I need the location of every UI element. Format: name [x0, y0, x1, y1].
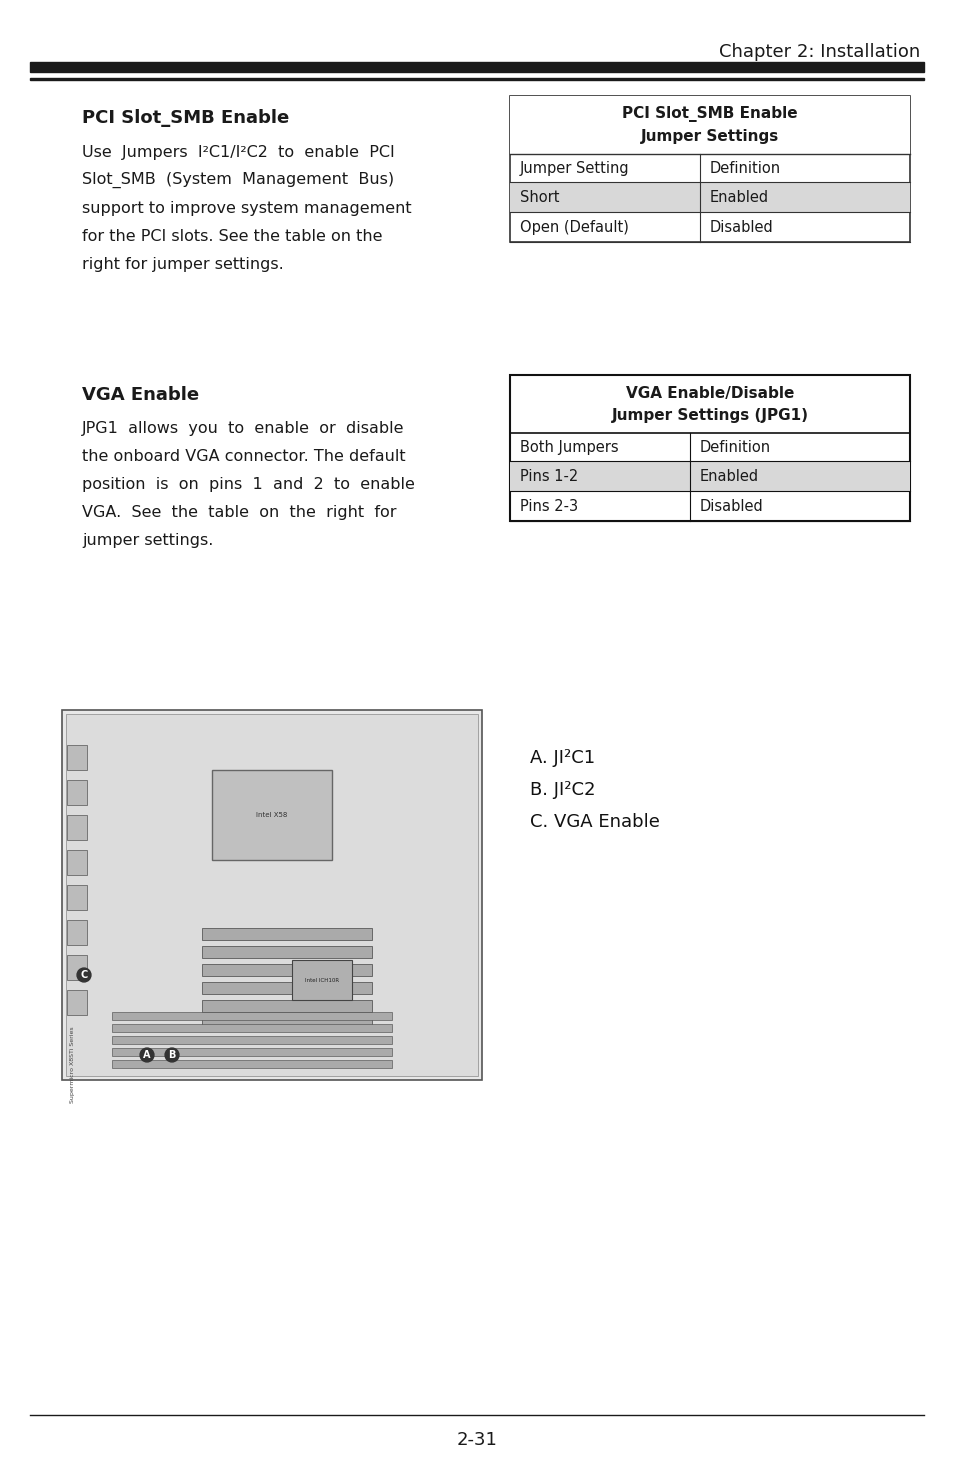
Text: 2-31: 2-31 [456, 1430, 497, 1449]
Bar [112, 1048, 392, 1056]
Bar [202, 927, 372, 940]
Text: Use  Jumpers  I²C1/I²C2  to  enable  PCI: Use Jumpers I²C1/I²C2 to enable PCI [82, 144, 395, 159]
Text: Enabled: Enabled [709, 190, 768, 204]
Text: PCI Slot_SMB Enable: PCI Slot_SMB Enable [621, 106, 797, 122]
Text: Short: Short [519, 190, 558, 204]
Text: position  is  on  pins  1  and  2  to  enable: position is on pins 1 and 2 to enable [82, 477, 415, 491]
Text: Intel X58: Intel X58 [256, 812, 288, 818]
Text: Disabled: Disabled [709, 220, 773, 235]
Text: JPG1  allows  you  to  enable  or  disable: JPG1 allows you to enable or disable [82, 420, 404, 436]
Text: Jumper Settings (JPG1): Jumper Settings (JPG1) [611, 407, 807, 423]
Bar [67, 920, 87, 945]
Text: the onboard VGA connector. The default: the onboard VGA connector. The default [82, 449, 405, 464]
Bar [292, 959, 352, 1000]
Text: Open (Default): Open (Default) [519, 220, 628, 235]
Text: A. JI²C1: A. JI²C1 [530, 749, 595, 767]
Text: C. VGA Enable: C. VGA Enable [530, 814, 659, 831]
Bar [67, 850, 87, 875]
Bar [202, 1018, 372, 1029]
Text: VGA Enable: VGA Enable [82, 386, 199, 404]
Bar [30, 63, 923, 71]
Bar [202, 1000, 372, 1012]
Bar [30, 77, 923, 80]
Text: jumper settings.: jumper settings. [82, 532, 213, 548]
Text: C: C [80, 970, 88, 980]
Bar [112, 1037, 392, 1044]
Bar [112, 1060, 392, 1069]
Text: for the PCI slots. See the table on the: for the PCI slots. See the table on the [82, 229, 382, 243]
Bar [202, 946, 372, 958]
Text: Definition: Definition [709, 160, 781, 175]
Text: PCI Slot_SMB Enable: PCI Slot_SMB Enable [82, 109, 289, 127]
Bar [202, 964, 372, 975]
Bar [112, 1012, 392, 1021]
Text: Pins 1-2: Pins 1-2 [519, 468, 578, 484]
Text: Slot_SMB  (System  Management  Bus): Slot_SMB (System Management Bus) [82, 172, 394, 188]
Text: Disabled: Disabled [700, 499, 763, 513]
Text: support to improve system management: support to improve system management [82, 201, 411, 216]
Bar [67, 885, 87, 910]
Text: Jumper Setting: Jumper Setting [519, 160, 629, 175]
Bar [510, 182, 909, 211]
Text: Definition: Definition [700, 439, 770, 455]
Bar [510, 96, 909, 242]
Text: B. JI²C2: B. JI²C2 [530, 781, 595, 799]
Bar [67, 745, 87, 770]
Bar [67, 815, 87, 840]
Text: Both Jumpers: Both Jumpers [519, 439, 618, 455]
Bar [67, 990, 87, 1015]
Text: Supermicro X8STi Series: Supermicro X8STi Series [70, 1026, 75, 1104]
Bar [66, 714, 477, 1076]
Text: Intel ICH10R: Intel ICH10R [305, 977, 338, 983]
Text: A: A [143, 1050, 151, 1060]
Text: B: B [168, 1050, 175, 1060]
Bar [67, 955, 87, 980]
Bar [202, 983, 372, 994]
Bar [62, 710, 481, 1080]
Text: Pins 2-3: Pins 2-3 [519, 499, 578, 513]
Bar [212, 770, 332, 860]
Text: right for jumper settings.: right for jumper settings. [82, 257, 283, 271]
Bar [510, 375, 909, 521]
Text: Enabled: Enabled [700, 468, 759, 484]
Bar [510, 96, 909, 155]
Bar [510, 461, 909, 491]
Bar [67, 780, 87, 805]
Text: Chapter 2: Installation: Chapter 2: Installation [718, 42, 919, 61]
Text: VGA Enable/Disable: VGA Enable/Disable [625, 385, 793, 401]
Text: VGA.  See  the  table  on  the  right  for: VGA. See the table on the right for [82, 504, 396, 519]
Bar [112, 1024, 392, 1032]
Text: Jumper Settings: Jumper Settings [640, 128, 779, 143]
